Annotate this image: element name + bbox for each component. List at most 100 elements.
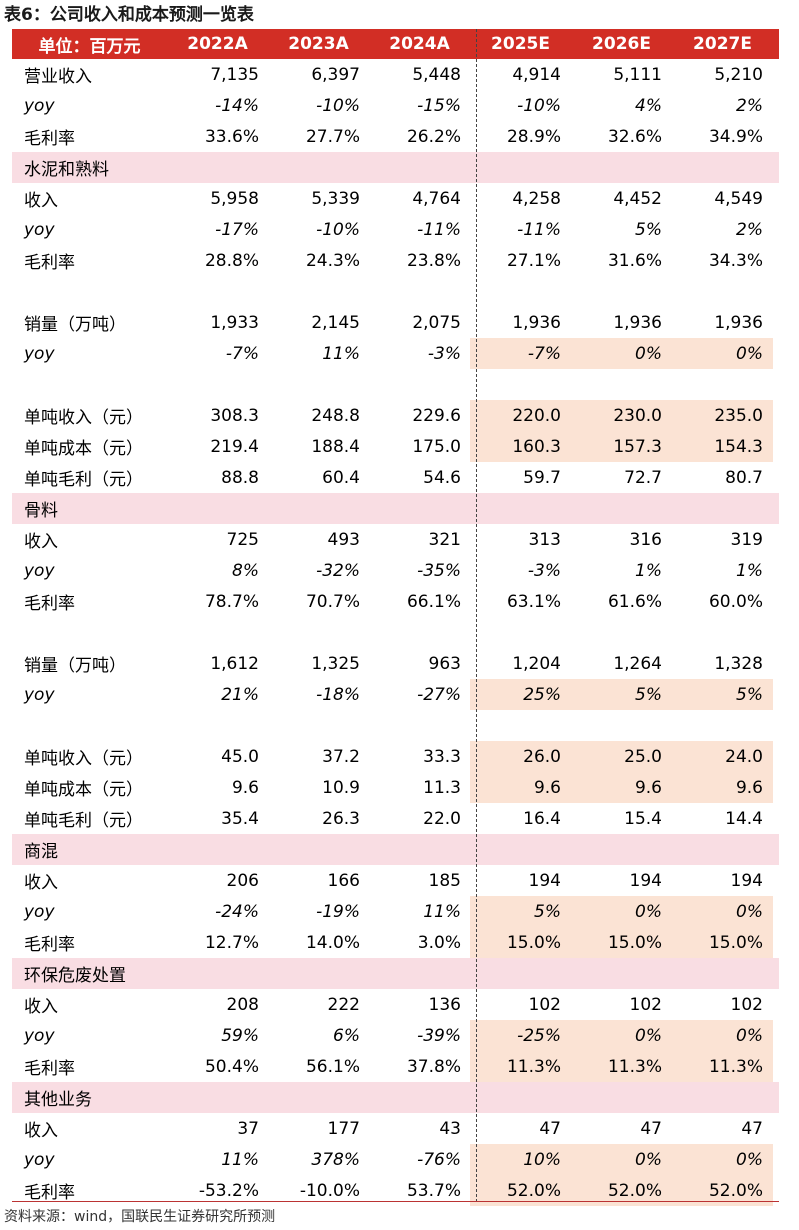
row-label: yoy <box>24 1149 55 1170</box>
row-label: 毛利率 <box>24 1183 75 1203</box>
header-2022a: 2022A <box>187 34 248 54</box>
forecast-value-cell: 5,210 <box>714 64 763 85</box>
forecast-value-cell: 47 <box>539 1118 561 1139</box>
actual-value-cell: 9.6 <box>231 777 259 798</box>
forecast-value-cell: 11.3% <box>470 1051 571 1082</box>
forecast-value-cell: 1,204 <box>512 653 561 674</box>
actual-value-cell: 185 <box>428 870 461 891</box>
row-label: 收入 <box>24 191 58 211</box>
table-row: 单吨毛利（元） 35.4 26.3 22.0 16.4 15.4 14.4 <box>12 803 779 834</box>
forecast-value-cell: 4,549 <box>714 188 763 209</box>
forecast-value-cell: 1,264 <box>613 653 662 674</box>
table-row: 营业收入 7,135 6,397 5,448 4,914 5,111 5,210 <box>12 59 779 90</box>
table-row: 毛利率 28.8% 24.3% 23.8% 27.1% 31.6% 34.3% <box>12 245 779 276</box>
actual-value-cell: 26.3 <box>322 808 360 829</box>
section-row: 环保危废处置 <box>12 958 779 989</box>
forecast-value-cell: 9.6 <box>672 772 773 803</box>
forecast-value-cell: 11.3% <box>571 1051 672 1082</box>
forecast-value-cell: 102 <box>528 994 561 1015</box>
actual-value-cell: -10% <box>316 95 360 116</box>
table-header-row: 单位：百万元 2022A 2023A 2024A 2025E 2026E 202… <box>12 29 779 59</box>
forecast-value-cell: 1,328 <box>714 653 763 674</box>
forecast-value-cell: -11% <box>517 219 561 240</box>
row-label: 单吨成本（元） <box>24 780 143 800</box>
forecast-value-cell: 154.3 <box>672 431 773 462</box>
forecast-value-cell: 102 <box>629 994 662 1015</box>
actual-value-cell: 50.4% <box>204 1056 259 1077</box>
actual-value-cell: 12.7% <box>204 932 259 953</box>
actual-value-cell: -3% <box>427 343 461 364</box>
actual-value-cell: 5,958 <box>210 188 259 209</box>
actual-value-cell: -15% <box>417 95 461 116</box>
actual-value-cell: -27% <box>417 684 461 705</box>
forecast-value-cell: 194 <box>629 870 662 891</box>
actual-value-cell: -18% <box>316 684 360 705</box>
actual-value-cell: 53.7% <box>406 1180 461 1201</box>
row-label: 收入 <box>24 532 58 552</box>
forecast-value-cell: 15.0% <box>672 927 773 958</box>
forecast-value-cell: 1,936 <box>714 312 763 333</box>
actual-value-cell: 14.0% <box>305 932 360 953</box>
table-row: 销量（万吨） 1,933 2,145 2,075 1,936 1,936 1,936 <box>12 307 779 338</box>
forecast-value-cell: 1% <box>635 560 662 581</box>
actual-value-cell: 54.6 <box>423 467 461 488</box>
actual-value-cell: 208 <box>226 994 259 1015</box>
actual-value-cell: 11.3 <box>423 777 461 798</box>
actual-value-cell: 37.2 <box>322 746 360 767</box>
forecast-table: 单位：百万元 2022A 2023A 2024A 2025E 2026E 202… <box>12 29 779 1206</box>
forecast-value-cell: 80.7 <box>725 467 763 488</box>
actual-value-cell: 37 <box>237 1118 259 1139</box>
source-note: 资料来源：wind，国联民生证券研究所预测 <box>4 1209 276 1225</box>
table-row: 收入 37 177 43 47 47 47 <box>12 1113 779 1144</box>
forecast-value-cell: 0% <box>672 896 773 927</box>
actual-value-cell: -17% <box>215 219 259 240</box>
header-2023a: 2023A <box>288 34 349 54</box>
actual-value-cell: -10% <box>316 219 360 240</box>
actual-forecast-divider <box>476 29 477 1202</box>
table-row: 单吨成本（元） 219.4 188.4 175.0 160.3 157.3 154.3 <box>12 431 779 462</box>
row-label: yoy <box>24 219 55 240</box>
forecast-value-cell: 5% <box>672 679 773 710</box>
row-label: yoy <box>24 560 55 581</box>
table-row: 单吨收入（元） 308.3 248.8 229.6 220.0 230.0 235.0 <box>12 400 779 431</box>
actual-value-cell: 23.8% <box>406 250 461 271</box>
actual-value-cell: 321 <box>428 529 461 550</box>
forecast-value-cell: 0% <box>571 338 672 369</box>
table-row: 毛利率 50.4% 56.1% 37.8% 11.3% 11.3% 11.3% <box>12 1051 779 1082</box>
forecast-value-cell: 5% <box>635 219 662 240</box>
actual-value-cell: -10.0% <box>299 1180 360 1201</box>
forecast-value-cell: 9.6 <box>470 772 571 803</box>
row-label: 营业收入 <box>24 67 92 87</box>
actual-value-cell: -53.2% <box>198 1180 259 1201</box>
actual-value-cell: -35% <box>417 560 461 581</box>
actual-value-cell: 28.8% <box>204 250 259 271</box>
forecast-value-cell: 1% <box>736 560 763 581</box>
actual-value-cell: 1,612 <box>210 653 259 674</box>
forecast-value-cell: 157.3 <box>571 431 672 462</box>
table-row: 毛利率 78.7% 70.7% 66.1% 63.1% 61.6% 60.0% <box>12 586 779 617</box>
actual-value-cell: 88.8 <box>221 467 259 488</box>
forecast-value-cell: 194 <box>528 870 561 891</box>
forecast-value-cell: 34.9% <box>708 126 763 147</box>
actual-value-cell: 33.3 <box>423 746 461 767</box>
actual-value-cell: -32% <box>316 560 360 581</box>
forecast-value-cell: 9.6 <box>571 772 672 803</box>
spacer-row <box>12 369 779 400</box>
forecast-value-cell: 1,936 <box>512 312 561 333</box>
forecast-value-cell: 0% <box>571 1144 672 1175</box>
row-label: 毛利率 <box>24 594 75 614</box>
actual-value-cell: 6,397 <box>311 64 360 85</box>
actual-value-cell: 166 <box>327 870 360 891</box>
table-row: yoy -14% -10% -15% -10% 4% 2% <box>12 90 779 121</box>
forecast-value-cell: 27.1% <box>506 250 561 271</box>
row-label: 销量（万吨） <box>24 315 126 335</box>
actual-value-cell: 378% <box>311 1149 360 1170</box>
table-row: yoy 21% -18% -27% 25% 5% 5% <box>12 679 779 710</box>
forecast-value-cell: -3% <box>527 560 561 581</box>
forecast-value-cell: 5,111 <box>613 64 662 85</box>
row-label: 毛利率 <box>24 935 75 955</box>
actual-value-cell: 66.1% <box>406 591 461 612</box>
table-row: 单吨收入（元） 45.0 37.2 33.3 26.0 25.0 24.0 <box>12 741 779 772</box>
actual-value-cell: 1,325 <box>311 653 360 674</box>
section-label: 骨料 <box>24 501 58 521</box>
